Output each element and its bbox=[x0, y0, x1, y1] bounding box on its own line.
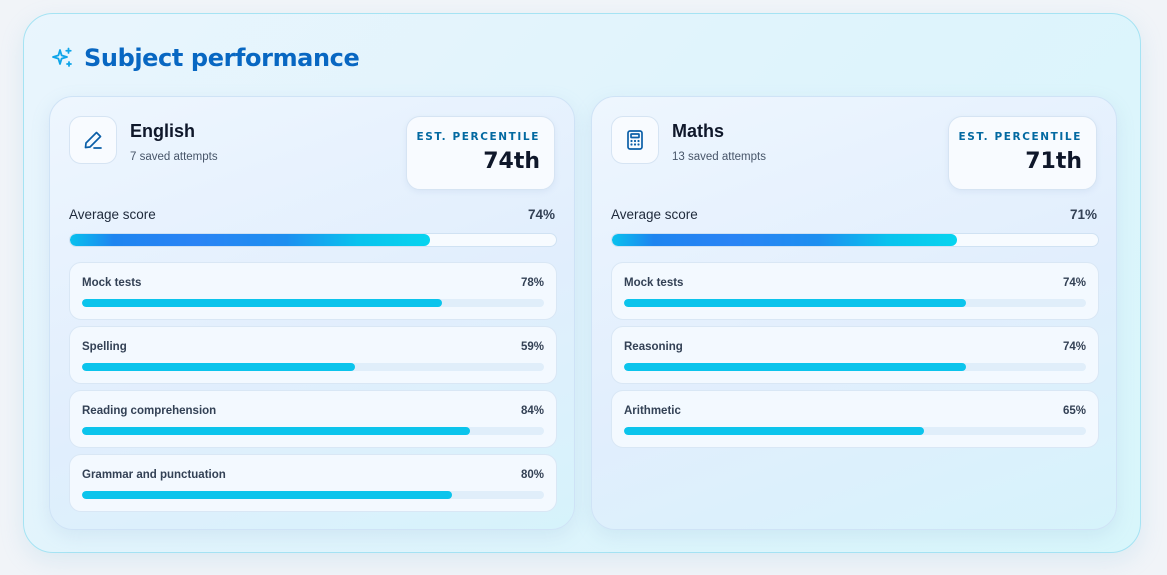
topic-bar bbox=[82, 299, 544, 307]
topic-bar-fill bbox=[624, 299, 966, 307]
topic-label: Spelling bbox=[82, 341, 127, 353]
topic-bar bbox=[82, 491, 544, 499]
topic-row: Mock tests 78% bbox=[69, 262, 557, 320]
average-score-fill bbox=[612, 234, 958, 246]
average-score-value: 71% bbox=[1069, 207, 1097, 222]
topic-value: 80% bbox=[520, 469, 544, 481]
percentile-value: 74th bbox=[483, 149, 540, 174]
topic-value: 84% bbox=[520, 405, 544, 417]
topic-bar-fill bbox=[82, 299, 443, 307]
average-score-bar bbox=[69, 233, 557, 247]
average-score-value: 74% bbox=[527, 207, 555, 222]
topic-label: Grammar and punctuation bbox=[82, 469, 226, 481]
subject-card-english: English 7 saved attempts EST. PERCENTILE… bbox=[49, 96, 575, 530]
percentile-box: EST. PERCENTILE 74th bbox=[406, 116, 555, 190]
average-score-label: Average score bbox=[69, 207, 156, 222]
topic-value: 74% bbox=[1062, 277, 1086, 289]
subject-name: English bbox=[130, 121, 196, 141]
topic-row: Reasoning 74% bbox=[611, 326, 1099, 384]
percentile-value: 71th bbox=[1025, 149, 1082, 174]
topic-label: Mock tests bbox=[82, 277, 142, 289]
topic-bar bbox=[82, 363, 544, 371]
topic-bar-fill bbox=[624, 363, 966, 371]
topic-value: 78% bbox=[520, 277, 544, 289]
average-score-bar bbox=[611, 233, 1099, 247]
topic-label: Reasoning bbox=[624, 341, 683, 353]
calculator-icon bbox=[611, 116, 659, 164]
topic-bar bbox=[624, 427, 1086, 435]
subject-performance-panel: Subject performance English 7 saved atte… bbox=[23, 13, 1141, 553]
topic-row: Arithmetic 65% bbox=[611, 390, 1099, 448]
percentile-label: EST. PERCENTILE bbox=[416, 131, 540, 143]
topic-label: Reading comprehension bbox=[82, 405, 217, 417]
topic-bar-fill bbox=[82, 427, 471, 435]
pen-icon bbox=[69, 116, 117, 164]
topic-bar bbox=[624, 363, 1086, 371]
topic-row: Mock tests 74% bbox=[611, 262, 1099, 320]
topic-bar bbox=[82, 427, 544, 435]
average-score-fill bbox=[70, 234, 430, 246]
topic-bar-fill bbox=[82, 363, 355, 371]
topic-value: 59% bbox=[520, 341, 544, 353]
topic-row: Grammar and punctuation 80% bbox=[69, 454, 557, 512]
percentile-label: EST. PERCENTILE bbox=[958, 131, 1082, 143]
panel-header: Subject performance bbox=[50, 42, 360, 74]
average-score-label: Average score bbox=[611, 207, 698, 222]
subject-name: Maths bbox=[672, 121, 725, 141]
panel-title: Subject performance bbox=[84, 44, 360, 72]
topic-label: Mock tests bbox=[624, 277, 684, 289]
topic-row: Spelling 59% bbox=[69, 326, 557, 384]
topic-bar bbox=[624, 299, 1086, 307]
topic-bar-fill bbox=[82, 491, 452, 499]
topic-row: Reading comprehension 84% bbox=[69, 390, 557, 448]
topic-label: Arithmetic bbox=[624, 405, 681, 417]
sparkles-icon bbox=[50, 46, 74, 70]
topic-value: 74% bbox=[1062, 341, 1086, 353]
saved-attempts: 13 saved attempts bbox=[672, 151, 766, 163]
topic-value: 65% bbox=[1062, 405, 1086, 417]
percentile-box: EST. PERCENTILE 71th bbox=[948, 116, 1097, 190]
saved-attempts: 7 saved attempts bbox=[130, 151, 218, 163]
topic-bar-fill bbox=[624, 427, 925, 435]
subject-card-maths: Maths 13 saved attempts EST. PERCENTILE … bbox=[591, 96, 1117, 530]
